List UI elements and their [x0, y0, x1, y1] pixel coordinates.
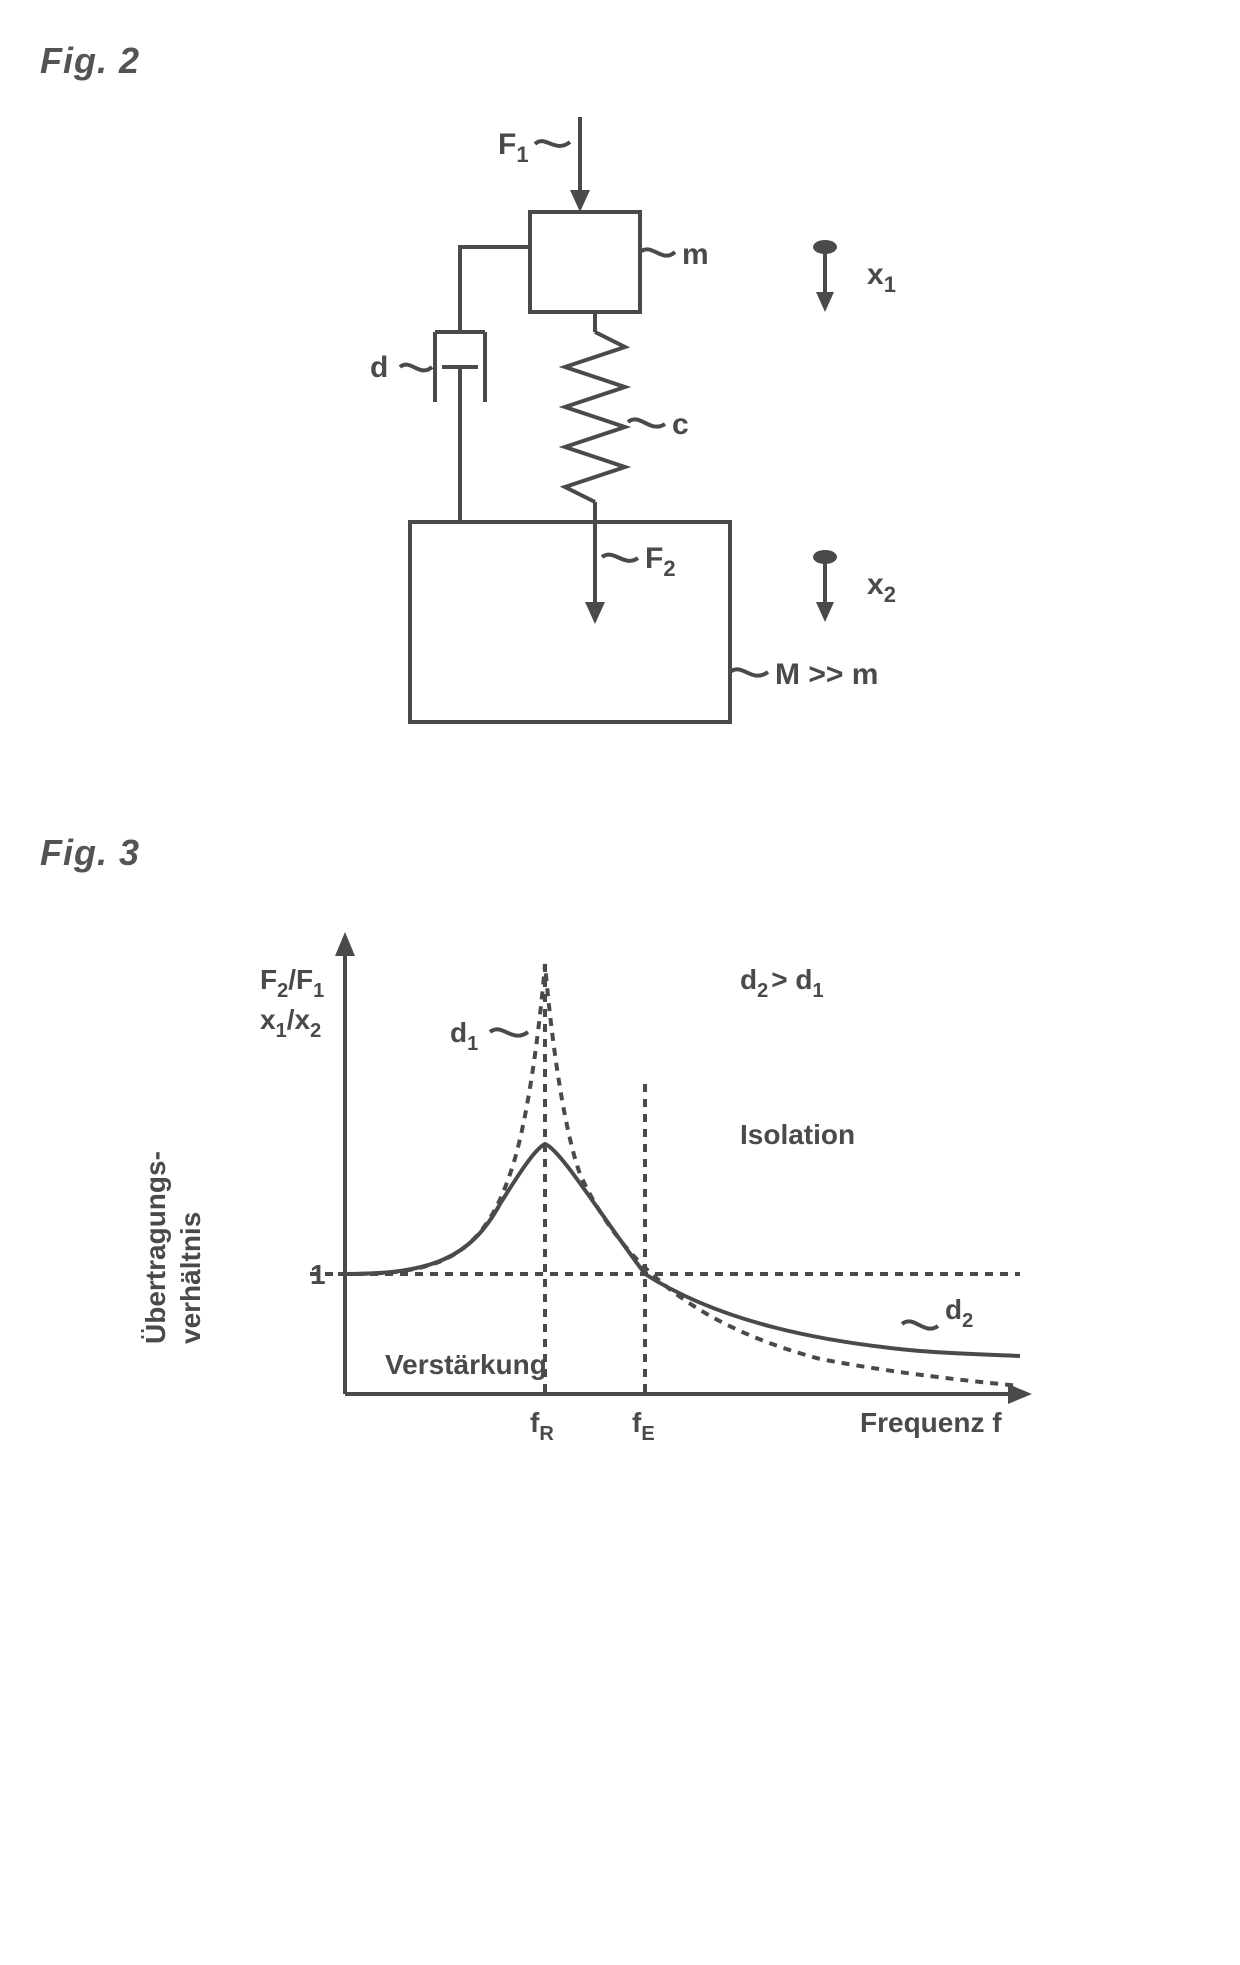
- mass-big-box: [410, 522, 730, 722]
- f1-leader: [535, 141, 570, 146]
- y-tick-1-label: 1: [310, 1259, 326, 1290]
- f1-arrow-head: [570, 190, 590, 212]
- y-axis-label-1: Übertragungs-: [140, 1151, 171, 1344]
- isolation-label: Isolation: [740, 1119, 855, 1150]
- x-axis-label: Frequenz f: [860, 1407, 1002, 1438]
- label-m: m: [682, 238, 709, 271]
- d2-leader: [902, 1321, 938, 1328]
- y-top-label-line2: x1/x2: [260, 1004, 321, 1042]
- label-c: c: [672, 408, 689, 441]
- spring-zigzag: [565, 332, 625, 502]
- fig2-diagram: F1 m d c F2 x1 x2 M >> m: [40, 112, 1200, 732]
- damper-top-connector: [460, 247, 530, 332]
- label-x1: x1: [867, 258, 896, 297]
- d2-curve-label: d2: [945, 1294, 973, 1332]
- f2-arrow-head: [585, 602, 605, 624]
- fig3-chart: Übertragungs- verhältnis F2/F1: [40, 914, 1200, 1474]
- label-x2: x2: [867, 568, 896, 607]
- verstarkung-label: Verstärkung: [385, 1349, 547, 1380]
- label-bigm: M >> m: [775, 658, 878, 691]
- label-f2: F2: [645, 542, 676, 581]
- fR-label: fR: [530, 1407, 554, 1445]
- y-top-label-line1: F2/F1: [260, 964, 324, 1002]
- d1-leader: [490, 1029, 528, 1035]
- y-axis-label-2: verhältnis: [175, 1212, 206, 1344]
- f2-leader: [602, 555, 638, 561]
- fig3-title: Fig. 3: [40, 832, 1200, 874]
- mass-m-box: [530, 212, 640, 312]
- fig2-svg: F1 m d c F2 x1 x2 M >> m: [270, 112, 970, 732]
- fig3-svg: Übertragungs- verhältnis F2/F1: [120, 914, 1120, 1474]
- d1-curve-label: d1: [450, 1017, 478, 1055]
- x2-arrowhead: [816, 602, 834, 622]
- x1-arrowhead: [816, 292, 834, 312]
- d-leader: [400, 365, 432, 371]
- label-d: d: [370, 351, 388, 384]
- m-leader: [640, 249, 675, 255]
- condition-label: d2> d1: [740, 964, 824, 1002]
- fE-label: fE: [632, 1407, 655, 1445]
- fig2-title: Fig. 2: [40, 40, 1200, 82]
- c-leader: [628, 419, 665, 426]
- bigm-leader: [730, 669, 768, 675]
- y-axis-arrow: [335, 932, 355, 956]
- label-f1: F1: [498, 128, 529, 167]
